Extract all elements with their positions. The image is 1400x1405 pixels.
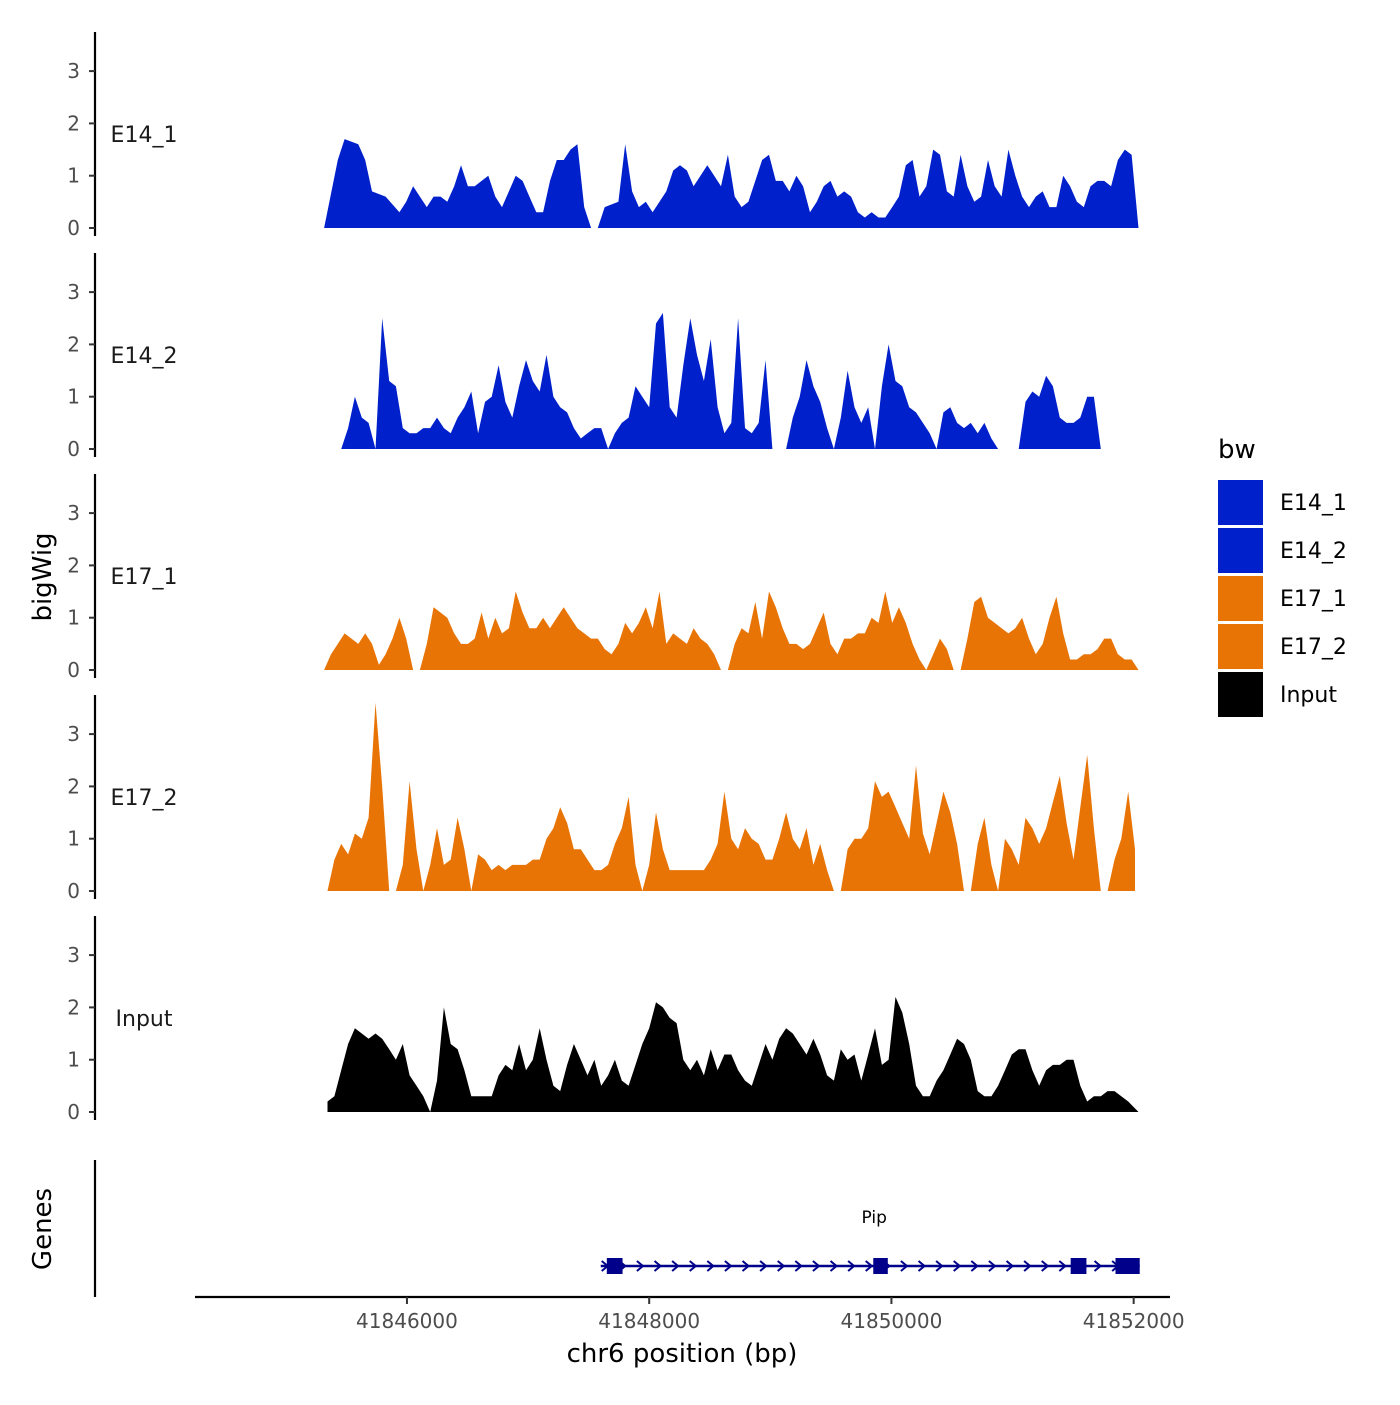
genes-axis-title: Genes xyxy=(28,1188,58,1270)
x-axis-title: chr6 position (bp) xyxy=(567,1339,798,1369)
track-label: E17_1 xyxy=(111,565,178,590)
y-tick-label: 2 xyxy=(67,995,80,1019)
track-panel-e14_2: 0 1 2 3 E14_2 xyxy=(67,253,1135,461)
legend-swatch xyxy=(1218,624,1263,669)
strand-arrow xyxy=(865,1260,874,1272)
y-tick-label: 1 xyxy=(67,1048,80,1072)
strand-arrow xyxy=(1005,1260,1015,1272)
strand-arrow xyxy=(953,1260,962,1272)
track-label: Input xyxy=(116,1007,173,1032)
legend-swatch xyxy=(1218,576,1263,621)
strand-arrow xyxy=(741,1260,751,1272)
track-label: E17_2 xyxy=(111,786,178,811)
y-tick-label: 3 xyxy=(67,722,80,746)
y-tick-label: 0 xyxy=(67,1100,80,1124)
track-panels: 0 1 2 3 E14_1 0 1 2 3 E14_2 0 1 2 3 E17_1 0 1 2 3 E17_2 0 1 2 3… xyxy=(67,32,1139,1124)
gene-exon xyxy=(873,1258,888,1274)
y-tick-label: 3 xyxy=(67,280,80,304)
y-tick-label: 3 xyxy=(67,943,80,967)
y-tick-label: 0 xyxy=(67,658,80,682)
strand-arrow xyxy=(671,1260,680,1272)
strand-arrow xyxy=(653,1260,663,1272)
x-tick-label: 41852000 xyxy=(1083,1309,1185,1333)
y-tick-label: 2 xyxy=(67,111,80,135)
x-tick-label: 41846000 xyxy=(356,1309,458,1333)
legend-label: Input xyxy=(1280,683,1337,708)
strand-arrow xyxy=(970,1260,979,1272)
strand-arrow xyxy=(794,1260,803,1272)
gene-exon xyxy=(1115,1258,1140,1274)
strand-arrow xyxy=(706,1260,715,1272)
strand-arrow xyxy=(900,1260,909,1272)
track-label: E14_2 xyxy=(111,344,178,369)
legend-label: E17_2 xyxy=(1280,635,1347,660)
y-axis-title: bigWig xyxy=(28,532,58,621)
y-tick-label: 1 xyxy=(67,827,80,851)
strand-arrow xyxy=(1041,1260,1050,1272)
y-tick-label: 2 xyxy=(67,332,80,356)
track-panel-e17_2: 0 1 2 3 E17_2 xyxy=(67,695,1135,903)
legend-entry: E14_2 xyxy=(1218,528,1347,573)
track-label: E14_1 xyxy=(111,123,178,148)
y-tick-label: 2 xyxy=(67,553,80,577)
y-tick-label: 1 xyxy=(67,385,80,409)
gene-exon xyxy=(1070,1258,1087,1274)
x-axis: 41846000 41848000 41850000 41852000 xyxy=(195,1295,1185,1333)
legend-label: E17_1 xyxy=(1280,587,1347,612)
coverage-area-input xyxy=(327,996,1139,1112)
coverage-area-e14_1 xyxy=(324,139,1139,228)
strand-arrow xyxy=(1058,1260,1067,1272)
y-tick-label: 1 xyxy=(67,606,80,630)
legend-label: E14_2 xyxy=(1280,539,1347,564)
gene-exon xyxy=(606,1258,623,1274)
y-tick-label: 0 xyxy=(67,216,80,240)
strand-arrow xyxy=(689,1260,698,1272)
strand-arrow xyxy=(759,1260,768,1272)
strand-arrow xyxy=(724,1260,733,1272)
legend-entry: E17_1 xyxy=(1218,576,1347,621)
legend-entry: Input xyxy=(1218,672,1337,717)
coverage-area-e17_1 xyxy=(324,591,1139,670)
strand-arrow xyxy=(1093,1260,1103,1272)
strand-arrow xyxy=(847,1260,856,1272)
legend-title: bw xyxy=(1218,435,1256,465)
gene-label: Pip xyxy=(862,1208,887,1228)
track-panel-input: 0 1 2 3 Input xyxy=(67,916,1139,1124)
strand-arrow xyxy=(1023,1260,1032,1272)
strand-arrow xyxy=(829,1260,839,1272)
strand-arrow xyxy=(988,1260,997,1272)
y-tick-label: 3 xyxy=(67,59,80,83)
strand-arrow xyxy=(812,1260,821,1272)
coverage-area-e14_2 xyxy=(327,313,1135,449)
track-panel-e17_1: 0 1 2 3 E17_1 xyxy=(67,474,1139,682)
y-tick-label: 0 xyxy=(67,879,80,903)
y-tick-label: 3 xyxy=(67,501,80,525)
legend-swatch xyxy=(1218,528,1263,573)
strand-arrow xyxy=(777,1260,786,1272)
y-tick-label: 2 xyxy=(67,774,80,798)
strand-arrow xyxy=(935,1260,944,1272)
legend: bw E14_1 E14_2 E17_1 E17_2 Input xyxy=(1218,435,1347,717)
legend-entry: E17_2 xyxy=(1218,624,1347,669)
x-tick-label: 41850000 xyxy=(841,1309,943,1333)
legend-swatch xyxy=(1218,480,1263,525)
gene-pip: Pip xyxy=(600,1208,1140,1274)
y-tick-label: 1 xyxy=(67,164,80,188)
strand-arrow xyxy=(917,1260,927,1272)
x-tick-label: 41848000 xyxy=(598,1309,700,1333)
strand-arrow xyxy=(636,1260,645,1272)
legend-label: E14_1 xyxy=(1280,491,1347,516)
coverage-area-e17_2 xyxy=(327,702,1135,891)
y-tick-label: 0 xyxy=(67,437,80,461)
legend-swatch xyxy=(1218,672,1263,717)
legend-entry: E14_1 xyxy=(1218,480,1347,525)
genes-panel: Pip xyxy=(93,1160,1140,1297)
track-panel-e14_1: 0 1 2 3 E14_1 xyxy=(67,32,1139,240)
